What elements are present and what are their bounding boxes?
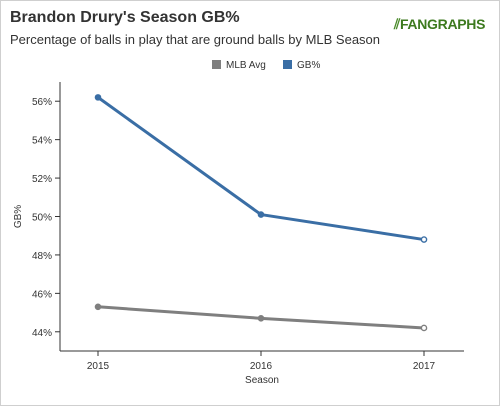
chart-subtitle: Percentage of balls in play that are gro… bbox=[10, 32, 381, 47]
chart-title: Brandon Drury's Season GB% bbox=[10, 9, 240, 26]
legend: MLB Avg GB% bbox=[212, 60, 320, 71]
axes: 44% 46% 48% 50% 52% 54% 56% 2015 2016 2017 Season G… bbox=[13, 82, 464, 386]
x-tick-label: 2017 bbox=[413, 361, 436, 372]
x-tick-label: 2015 bbox=[87, 361, 110, 372]
data-point bbox=[94, 94, 102, 101]
series-line bbox=[96, 95, 426, 242]
legend-label: GB% bbox=[297, 60, 320, 71]
fangraphs-logo-text: FANGRAPHS bbox=[399, 16, 486, 32]
data-point bbox=[420, 324, 428, 332]
data-point bbox=[94, 303, 102, 311]
y-tick-label: 44% bbox=[32, 328, 52, 339]
y-tick-label: 54% bbox=[32, 136, 52, 147]
y-tick-label: 56% bbox=[32, 97, 52, 108]
y-tick-label: 48% bbox=[32, 251, 52, 262]
y-tick-label: 46% bbox=[32, 289, 52, 300]
data-point bbox=[257, 211, 265, 218]
y-tick-label: 52% bbox=[32, 174, 52, 185]
y-tick-label: 50% bbox=[32, 213, 52, 224]
legend-swatch bbox=[212, 60, 221, 69]
plot-area bbox=[94, 94, 428, 332]
data-point bbox=[257, 315, 265, 322]
fangraphs-logo[interactable]: ⫽FANGRAPHS bbox=[394, 16, 485, 33]
x-tick-label: 2016 bbox=[250, 361, 273, 372]
data-point bbox=[420, 236, 428, 243]
legend-swatch bbox=[283, 60, 292, 69]
y-axis-title: GB% bbox=[13, 205, 24, 228]
legend-label: MLB Avg bbox=[226, 60, 266, 71]
x-axis-title: Season bbox=[245, 375, 279, 386]
fangraphs-logo-icon: ⫽ bbox=[394, 16, 400, 32]
